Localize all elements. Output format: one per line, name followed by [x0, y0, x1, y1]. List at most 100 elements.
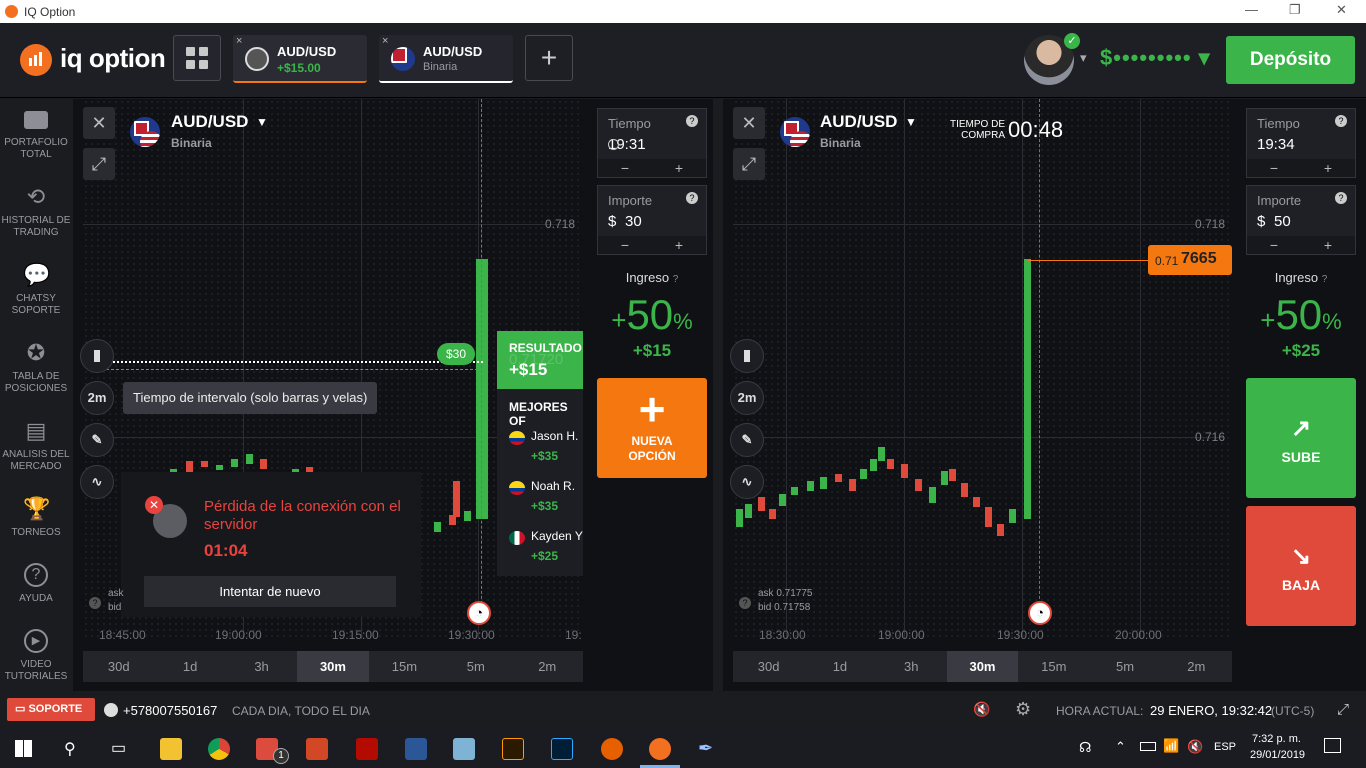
- chart-pair-name[interactable]: AUD/USD: [820, 112, 898, 131]
- action-center-icon[interactable]: [1324, 738, 1341, 753]
- deposit-button[interactable]: Depósito: [1226, 36, 1355, 84]
- bid-label: bid: [108, 602, 122, 613]
- asset-tab-2[interactable]: × AUD/USD Binaria: [379, 35, 513, 83]
- tab-pair: AUD/USD: [277, 44, 337, 59]
- amount-field[interactable]: Importe? $ 30 − +: [597, 185, 707, 255]
- sidebar-item-video-tutorials[interactable]: ▶ VIDEO TUTORIALES: [0, 629, 72, 683]
- tab-1d[interactable]: 1d: [832, 659, 848, 674]
- close-chart-button[interactable]: ✕: [83, 107, 115, 139]
- search-icon[interactable]: ⚲: [64, 741, 76, 758]
- minimize-button[interactable]: —: [1245, 2, 1258, 17]
- pen-icon[interactable]: ✒: [698, 738, 714, 758]
- close-chart-button[interactable]: ✕: [733, 107, 765, 139]
- settings-gear-icon[interactable]: ⚙: [1015, 699, 1032, 719]
- time-plus-button[interactable]: +: [674, 160, 684, 176]
- draw-tool-button[interactable]: ✎: [730, 423, 764, 457]
- expand-chart-button[interactable]: ⤢: [733, 148, 765, 180]
- error-timer: 01:04: [204, 541, 248, 560]
- pair-dropdown-icon[interactable]: ▼: [256, 115, 268, 129]
- word-icon[interactable]: [405, 738, 427, 760]
- sidebar-item-tournaments[interactable]: 🏆 TORNEOS: [11, 496, 61, 539]
- sidebar-item-leaderboard[interactable]: ✪ TABLA DE POSICIONES: [4, 340, 68, 395]
- indicators-button[interactable]: ∿: [80, 465, 114, 499]
- fullscreen-icon[interactable]: ⤢: [1337, 701, 1350, 718]
- acrobat-icon[interactable]: [356, 738, 378, 760]
- tab-close-icon[interactable]: ×: [236, 35, 243, 47]
- tab-15m[interactable]: 15m: [1041, 659, 1067, 674]
- sidebar-item-portfolio[interactable]: PORTAFOLIO TOTAL: [0, 107, 72, 161]
- sidebar-item-history[interactable]: ⟲ HISTORIAL DE TRADING: [1, 184, 71, 239]
- profile-menu-chevron-icon[interactable]: ▾: [1080, 50, 1087, 65]
- maximize-button[interactable]: ❐: [1289, 2, 1301, 17]
- time-field[interactable]: Tiempo? 19:31 − +: [597, 108, 707, 178]
- time-plus-button[interactable]: +: [1323, 160, 1333, 176]
- put-down-button[interactable]: ↘ BAJA: [1246, 506, 1356, 626]
- sidebar-item-market-analysis[interactable]: ▤ ANALISIS DEL MERCADO: [2, 418, 70, 473]
- balance-display[interactable]: $••••••••• ▾: [1100, 45, 1211, 70]
- illustrator-icon[interactable]: [502, 738, 524, 760]
- people-icon[interactable]: ☊: [1079, 739, 1092, 755]
- file-explorer-icon[interactable]: [160, 738, 182, 760]
- expand-chart-button[interactable]: ⤢: [83, 148, 115, 180]
- tab-30m[interactable]: 30m: [297, 651, 369, 682]
- tab-30d[interactable]: 30d: [107, 659, 130, 674]
- pair-dropdown-icon[interactable]: ▼: [905, 115, 917, 129]
- asset-tab-1[interactable]: × AUD/USD +$15.00: [233, 35, 367, 83]
- chart-type-button[interactable]: [730, 339, 764, 373]
- tab-5m[interactable]: 5m: [1116, 659, 1135, 674]
- interval-button[interactable]: 2m: [730, 381, 764, 415]
- amount-minus-button[interactable]: −: [620, 237, 630, 253]
- tab-2m[interactable]: 2m: [1187, 659, 1206, 674]
- tab-30m[interactable]: 30m: [946, 651, 1019, 682]
- tab-5m[interactable]: 5m: [466, 659, 485, 674]
- tab-2m[interactable]: 2m: [538, 659, 557, 674]
- amount-plus-button[interactable]: +: [1323, 237, 1333, 253]
- sidebar-item-help[interactable]: ? AYUDA: [0, 563, 72, 605]
- time-minus-button[interactable]: −: [620, 160, 630, 176]
- help-circle-icon: ?: [89, 597, 101, 609]
- task-view-icon[interactable]: ▭: [111, 740, 127, 757]
- sidebar-item-chat[interactable]: 💬 CHATSY SOPORTE: [11, 262, 61, 317]
- draw-tool-button[interactable]: ✎: [80, 423, 114, 457]
- volume-muted-icon[interactable]: 🔇: [1187, 739, 1204, 754]
- firefox-icon[interactable]: [601, 738, 623, 760]
- new-option-button[interactable]: + NUEVA OPCIÓN: [597, 378, 707, 478]
- tab-close-icon[interactable]: ×: [382, 35, 389, 47]
- tab-3h[interactable]: 3h: [254, 659, 269, 674]
- amount-currency: $: [608, 213, 617, 230]
- tab-1d[interactable]: 1d: [182, 659, 198, 674]
- time-minus-button[interactable]: −: [1269, 160, 1279, 176]
- interval-button[interactable]: 2m: [80, 381, 114, 415]
- world-map-background: [733, 99, 1233, 639]
- indicators-button[interactable]: ∿: [730, 465, 764, 499]
- tab-15m[interactable]: 15m: [391, 659, 418, 674]
- iq-option-taskbar-icon[interactable]: [649, 738, 671, 760]
- asset-grid-button[interactable]: [173, 35, 221, 81]
- todoist-icon[interactable]: [256, 738, 278, 760]
- brand-name: iq option: [60, 43, 166, 73]
- add-tab-button[interactable]: +: [525, 35, 573, 81]
- network-icon: 📶: [1163, 738, 1180, 753]
- close-window-button[interactable]: ✕: [1336, 2, 1347, 17]
- chart-type-button[interactable]: [80, 339, 114, 373]
- tab-3h[interactable]: 3h: [903, 659, 919, 674]
- powerpoint-icon[interactable]: [306, 738, 328, 760]
- windows-start-icon[interactable]: [15, 740, 32, 757]
- chrome-icon[interactable]: [208, 738, 230, 760]
- amount-plus-button[interactable]: +: [674, 237, 684, 253]
- support-button[interactable]: ▭ SOPORTE: [7, 698, 95, 721]
- photoshop-icon[interactable]: [551, 738, 573, 760]
- active-app-underline: [640, 765, 680, 768]
- chart-pair-name[interactable]: AUD/USD: [171, 112, 249, 131]
- time-field[interactable]: Tiempo? 19:34 − +: [1246, 108, 1356, 178]
- amount-minus-button[interactable]: −: [1269, 237, 1279, 253]
- notes-icon[interactable]: [453, 738, 475, 760]
- tray-chevron-icon[interactable]: ⌃: [1115, 739, 1126, 754]
- call-up-button[interactable]: ↗ SUBE: [1246, 378, 1356, 498]
- retry-button[interactable]: Intentar de nuevo: [144, 576, 396, 607]
- amount-field[interactable]: Importe? $ 50 − +: [1246, 185, 1356, 255]
- language-indicator[interactable]: ESP: [1214, 741, 1237, 753]
- help-icon: ?: [686, 115, 698, 127]
- tab-30d[interactable]: 30d: [757, 659, 780, 674]
- mute-icon[interactable]: 🔇: [973, 701, 991, 717]
